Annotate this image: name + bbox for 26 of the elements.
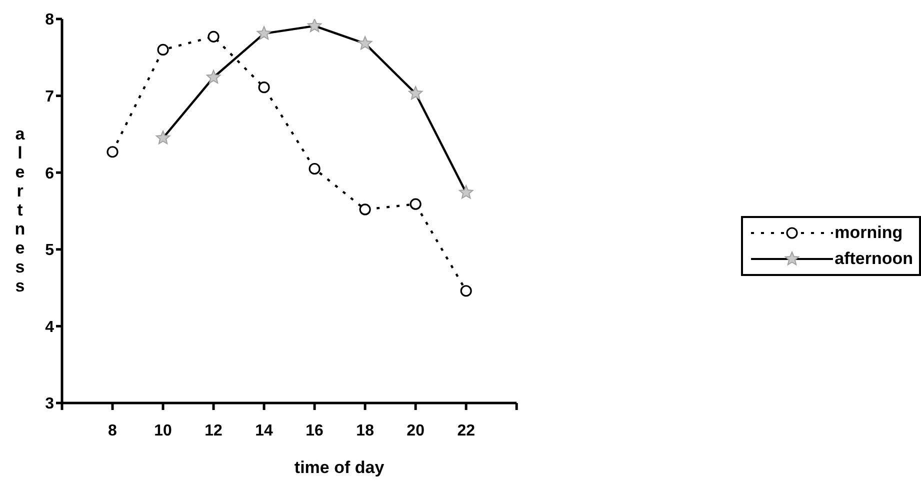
text: alertness: [14, 124, 26, 296]
point: [258, 82, 270, 94]
point: [157, 44, 169, 56]
point: [308, 162, 320, 175]
point: [460, 285, 472, 297]
x-tick-label: 8: [108, 422, 118, 440]
x-axis-title: time of day: [294, 458, 385, 477]
y-tick-label: 3: [45, 396, 54, 413]
y-tick-label: 8: [45, 12, 54, 29]
x-tick-label: 16: [306, 422, 324, 440]
point: [359, 204, 371, 216]
x-tick-label: 12: [204, 422, 223, 440]
x-tick-label: 14: [255, 422, 274, 440]
y-tick-label: 6: [45, 165, 54, 182]
legend-label: afternoon: [834, 248, 913, 268]
legend-label: morning: [834, 222, 903, 242]
x-tick-label: 22: [457, 422, 476, 440]
point: [208, 30, 220, 42]
y-tick-label: 4: [45, 318, 54, 336]
x-tick-label: 10: [154, 422, 172, 440]
y-tick-label: 5: [45, 242, 54, 260]
point: [410, 198, 422, 210]
x-tick-label: 20: [406, 422, 425, 440]
point: [106, 146, 118, 158]
x-tick-label: 18: [356, 422, 374, 440]
y-tick-label: 7: [45, 88, 54, 106]
